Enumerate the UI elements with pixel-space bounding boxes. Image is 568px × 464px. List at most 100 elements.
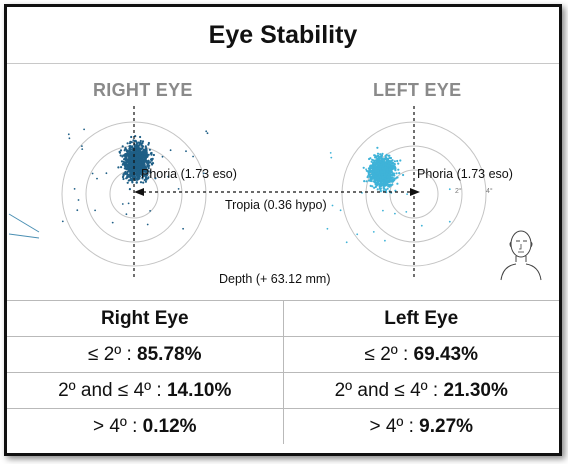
fixation-point [387,158,390,161]
fixation-point [76,209,79,212]
fixation-point [385,182,388,185]
ring-label-2: 2° [455,188,462,195]
fixation-point [167,175,170,178]
fixation-point [138,165,141,168]
fixation-point [390,184,393,187]
percent-value: 21.30% [443,379,508,401]
fixation-point [145,152,148,155]
fixation-point [345,241,348,244]
right-eye-target [61,121,207,267]
range-label: > 4º : [92,415,143,437]
fixation-point [129,140,132,143]
fixation-point [367,175,369,177]
fixation-point [365,168,367,171]
fixation-point [124,148,127,151]
fixation-point [379,184,382,187]
fixation-point [151,162,155,165]
fixation-point [394,189,397,192]
fixation-point [122,174,125,177]
fixation-point [379,160,382,163]
fixation-point [205,130,208,133]
header-left-eye: Left Eye [282,300,559,337]
fixation-point [331,204,334,207]
fixation-point [123,167,126,170]
fixation-point [384,156,387,159]
fixation-point [365,169,368,172]
fixation-point [391,178,394,181]
fixation-point [393,162,396,166]
fixation-point [125,156,128,159]
fixation-point [91,172,94,175]
fixation-point [135,145,138,148]
fixation-point [375,184,378,187]
fixation-point [127,163,130,166]
fixation-point [384,239,386,242]
percent-value: 9.27% [419,415,474,437]
fixation-point [136,144,139,147]
fixation-point [381,171,384,174]
fixation-point [68,137,71,140]
fixation-point [402,173,405,177]
fixation-point [373,186,376,189]
fixation-point [388,164,391,167]
range-label: ≤ 2º : [87,343,138,365]
fixation-point [377,155,381,158]
fixation-point [123,158,126,161]
fixation-point [143,167,147,170]
fixation-point [376,188,379,191]
fixation-point [111,221,114,224]
fixation-point [154,177,157,180]
fixation-point [130,179,133,182]
fixation-point [372,231,375,233]
fixation-point [146,223,149,226]
header-right-eye: Right Eye [7,300,284,337]
edge-stroke-1 [8,213,40,233]
fixation-point [127,179,130,182]
fixation-point [149,210,152,212]
table-header-row: Right Eye Left Eye [7,300,559,337]
fixation-point [376,172,379,175]
fixation-point [128,156,131,159]
fixation-point [382,187,385,190]
fixation-point [133,163,136,166]
fixation-point [146,155,149,158]
fixation-point [143,157,146,160]
fixation-point [383,170,386,173]
fixation-point [374,163,377,166]
fixation-point [380,156,383,160]
fixation-point [140,165,143,168]
fixation-point [369,166,372,170]
fixation-point [127,161,130,164]
fixation-point [379,153,382,156]
fixation-point [398,172,401,175]
fixation-point [130,162,133,165]
fixation-point [390,166,393,169]
fixation-point [392,165,395,168]
fixation-point [387,173,390,176]
fixation-point [382,209,384,212]
fixation-point [144,174,147,177]
fixation-point [136,151,139,154]
fixation-point [145,148,148,151]
fixation-point [362,166,365,169]
fixation-point [121,203,124,205]
fixation-point [384,188,388,192]
fixation-point [368,169,371,172]
fixation-point [393,160,396,163]
fixation-point [161,155,164,158]
fixation-point [384,166,387,169]
fixation-point [119,154,122,157]
fixation-point [130,158,134,161]
fixation-point [117,166,120,169]
fixation-point [129,145,132,148]
fixation-point [371,158,374,161]
fixation-point [139,161,142,164]
fixation-point [143,150,146,153]
fixation-point [380,154,383,157]
fixation-point [147,143,150,146]
fixation-point [396,182,399,185]
fixation-point [134,178,137,181]
fixation-point [126,175,129,178]
fixation-point [374,182,377,185]
fixation-point [177,188,180,190]
